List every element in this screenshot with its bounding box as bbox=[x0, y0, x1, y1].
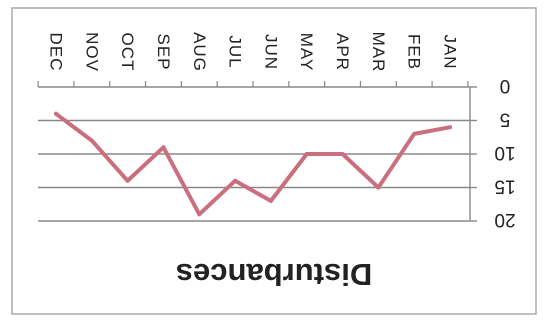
x-tick-label: JUN bbox=[261, 34, 280, 70]
data-point bbox=[161, 145, 166, 150]
x-tick-label: NOV bbox=[82, 32, 101, 72]
x-tick-label: MAR bbox=[369, 32, 388, 73]
x-tick-label: DEC bbox=[47, 33, 66, 72]
data-point bbox=[197, 212, 202, 217]
data-point bbox=[448, 125, 452, 130]
data-point bbox=[304, 152, 309, 156]
data-point bbox=[268, 198, 273, 203]
data-point bbox=[125, 178, 130, 183]
x-tick-label: APR bbox=[333, 33, 352, 71]
data-point bbox=[412, 131, 417, 136]
x-tick-label: MAY bbox=[297, 33, 316, 72]
x-tick-label: AUG bbox=[190, 32, 209, 72]
data-point bbox=[54, 111, 58, 116]
x-tick-label: JUL bbox=[226, 35, 245, 68]
y-tick-label: 5 bbox=[500, 109, 511, 130]
data-point bbox=[376, 185, 381, 190]
series-line bbox=[54, 111, 452, 217]
chart-title: Disturbances bbox=[176, 257, 372, 292]
x-tick-label: OCT bbox=[118, 33, 137, 72]
y-tick-label: 15 bbox=[494, 176, 515, 197]
x-tick-label: JAN bbox=[441, 34, 460, 69]
x-tick-label: FEB bbox=[405, 34, 424, 70]
y-tick-label: 0 bbox=[500, 75, 511, 96]
chart-border bbox=[11, 7, 537, 315]
data-point bbox=[89, 138, 94, 143]
y-tick-label: 10 bbox=[494, 142, 515, 163]
data-point bbox=[340, 152, 345, 156]
data-point bbox=[233, 178, 238, 183]
y-tick-label: 20 bbox=[494, 209, 515, 230]
plot-area: 0 5 10 15 20 JAN FEB MAR APR MAY JUN JUL AUG SEP OCT NO… bbox=[37, 32, 516, 230]
x-tick-label: SEP bbox=[154, 33, 173, 70]
